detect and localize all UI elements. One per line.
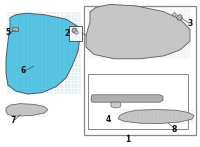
Bar: [69, 26, 82, 41]
Polygon shape: [111, 102, 121, 108]
Polygon shape: [6, 13, 80, 94]
Bar: [88, 74, 188, 129]
Text: 5: 5: [5, 28, 11, 37]
Text: 7: 7: [10, 116, 16, 125]
Text: 3: 3: [187, 19, 193, 28]
Bar: [84, 6, 196, 135]
Bar: [13, 30, 15, 31]
Polygon shape: [6, 104, 48, 116]
Polygon shape: [86, 4, 190, 59]
Text: 1: 1: [125, 135, 131, 144]
Text: 4: 4: [105, 115, 111, 124]
Polygon shape: [91, 95, 163, 102]
Text: 8: 8: [171, 125, 177, 134]
Polygon shape: [118, 110, 194, 123]
Text: 2: 2: [64, 29, 70, 38]
Bar: [12, 27, 18, 31]
Text: 6: 6: [20, 66, 26, 75]
